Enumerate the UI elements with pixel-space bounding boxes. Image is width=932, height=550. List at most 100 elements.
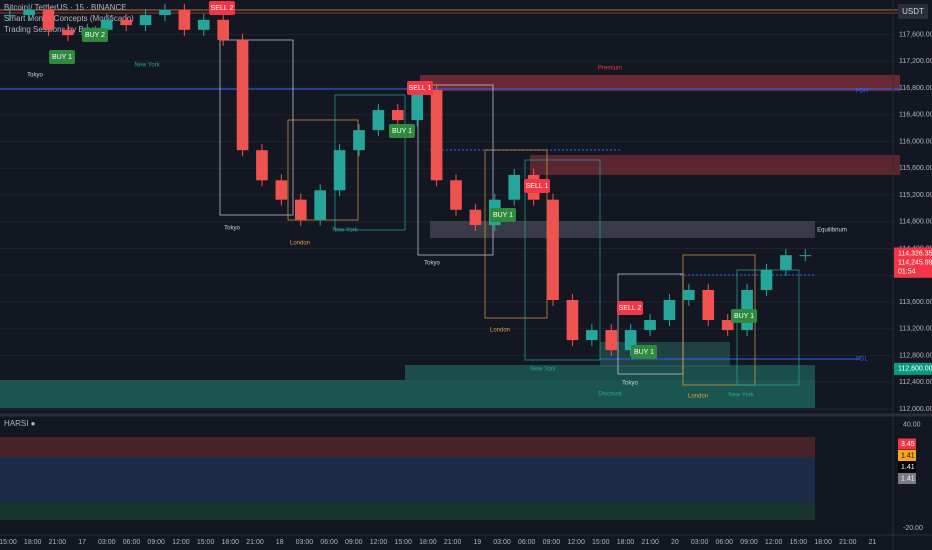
candle: [508, 174, 521, 200]
signal-badge: [82, 28, 108, 42]
signal-badge: [731, 309, 757, 323]
price-badge-label: 112,600.00: [898, 366, 932, 373]
session-box: [219, 39, 294, 216]
annotation: London: [290, 241, 310, 247]
time-label: 18:00: [222, 539, 240, 546]
time-label: 09:00: [740, 539, 758, 546]
price-label: 112,400.00: [899, 379, 932, 386]
time-label: 03:00: [296, 539, 314, 546]
time-label: 17: [78, 539, 86, 546]
signal-badge: [524, 179, 550, 193]
signal-badge: [631, 345, 657, 359]
signal-label: SELL 1: [409, 85, 432, 92]
candle: [62, 29, 74, 36]
annotation: New York: [728, 393, 754, 399]
osc-tick-label: -20.00: [903, 525, 923, 532]
currency-button[interactable]: [898, 4, 928, 19]
price-label: 116,000.00: [899, 138, 932, 145]
candle: [100, 19, 113, 30]
candle: [178, 9, 191, 30]
candle: [197, 19, 210, 30]
osc-badge: [898, 473, 916, 484]
time-label: 21:00: [641, 539, 659, 546]
time-label: 19: [473, 539, 481, 546]
indicator-name: Trading Sessions by Brackoff: [4, 25, 108, 34]
candle: [294, 199, 307, 220]
time-label: 21:00: [839, 539, 857, 546]
candle: [353, 130, 365, 151]
price-label: 112,000.00: [899, 406, 932, 413]
candle: [624, 330, 637, 351]
price-badge-label: 114,326.35: [898, 250, 932, 257]
signal-badge: [490, 208, 516, 222]
time-label: 15:00: [592, 539, 610, 546]
candle: [721, 320, 734, 331]
osc-badge-label: 1.41: [901, 452, 915, 459]
annotation: Equilibrium: [817, 228, 847, 234]
signal-label: BUY 1: [52, 54, 72, 61]
price-label: 112,800.00: [899, 352, 932, 359]
candle: [42, 9, 55, 30]
candle: [702, 289, 715, 321]
annotation: London: [688, 394, 708, 400]
candle: [780, 255, 792, 270]
time-label: 12:00: [172, 539, 190, 546]
price-label: 117,600.00: [899, 31, 932, 38]
signal-badge: [389, 124, 415, 138]
demand-zone: [405, 365, 815, 380]
signal-badge: [49, 50, 75, 64]
price-label: 114,800.00: [899, 219, 932, 226]
session-box: [417, 84, 494, 256]
candle: [760, 269, 773, 290]
time-label: 18:00: [617, 539, 635, 546]
annotation: New York: [332, 228, 358, 234]
candle: [217, 19, 229, 40]
currency[interactable]: USDT: [902, 7, 924, 16]
price-label: 116,400.00: [899, 112, 932, 119]
candle: [411, 90, 424, 121]
osc-band-ob: [0, 437, 815, 457]
symbol: Bitcoin / TetherUS · 15 · BINANCE: [4, 3, 127, 12]
time-label: 06:00: [518, 539, 536, 546]
time-label: 20: [671, 539, 679, 546]
annotation: Discount: [598, 392, 622, 398]
candle: [3, 15, 16, 17]
candle: [256, 150, 268, 181]
osc-badge: [898, 438, 916, 450]
price-label: 113,200.00: [899, 326, 932, 333]
osc-badge-label: 3.45: [901, 441, 915, 448]
signal-badge: [407, 81, 433, 95]
premium-zone: [420, 75, 900, 91]
candle: [799, 255, 812, 257]
annotation: New York: [134, 63, 160, 69]
osc-band-os: [0, 503, 815, 520]
time-label: 21:00: [444, 539, 462, 546]
time-label: 15:00: [0, 539, 17, 546]
signal-label: BUY 2: [85, 32, 105, 39]
supply-zone: [530, 155, 900, 175]
price-label: 113,600.00: [899, 299, 932, 306]
candle: [275, 180, 288, 200]
candle: [236, 39, 249, 151]
annotation: Tokyo: [224, 226, 240, 232]
signal-label: SELL 2: [619, 305, 642, 312]
signal-label: BUY 1: [493, 212, 513, 219]
candle: [333, 150, 346, 191]
price-badge: [894, 256, 932, 278]
signal-badge: [209, 1, 235, 15]
time-label: 18:00: [814, 539, 832, 546]
candle: [23, 9, 35, 16]
price-badge: [894, 362, 932, 375]
price-label: 117,200.00: [899, 58, 932, 65]
signal-label: BUY 1: [392, 128, 412, 135]
candle: [605, 330, 618, 351]
time-label: 18:00: [419, 539, 437, 546]
candle: [159, 9, 171, 16]
time-label: 18:00: [24, 539, 42, 546]
osc-badge-label: 1.41: [901, 475, 915, 482]
candle: [586, 330, 598, 341]
annotation: Tokyo: [622, 381, 638, 387]
price-badge: [894, 247, 932, 260]
price-label: 116,800.00: [899, 85, 932, 92]
osc-badge: [898, 461, 916, 473]
